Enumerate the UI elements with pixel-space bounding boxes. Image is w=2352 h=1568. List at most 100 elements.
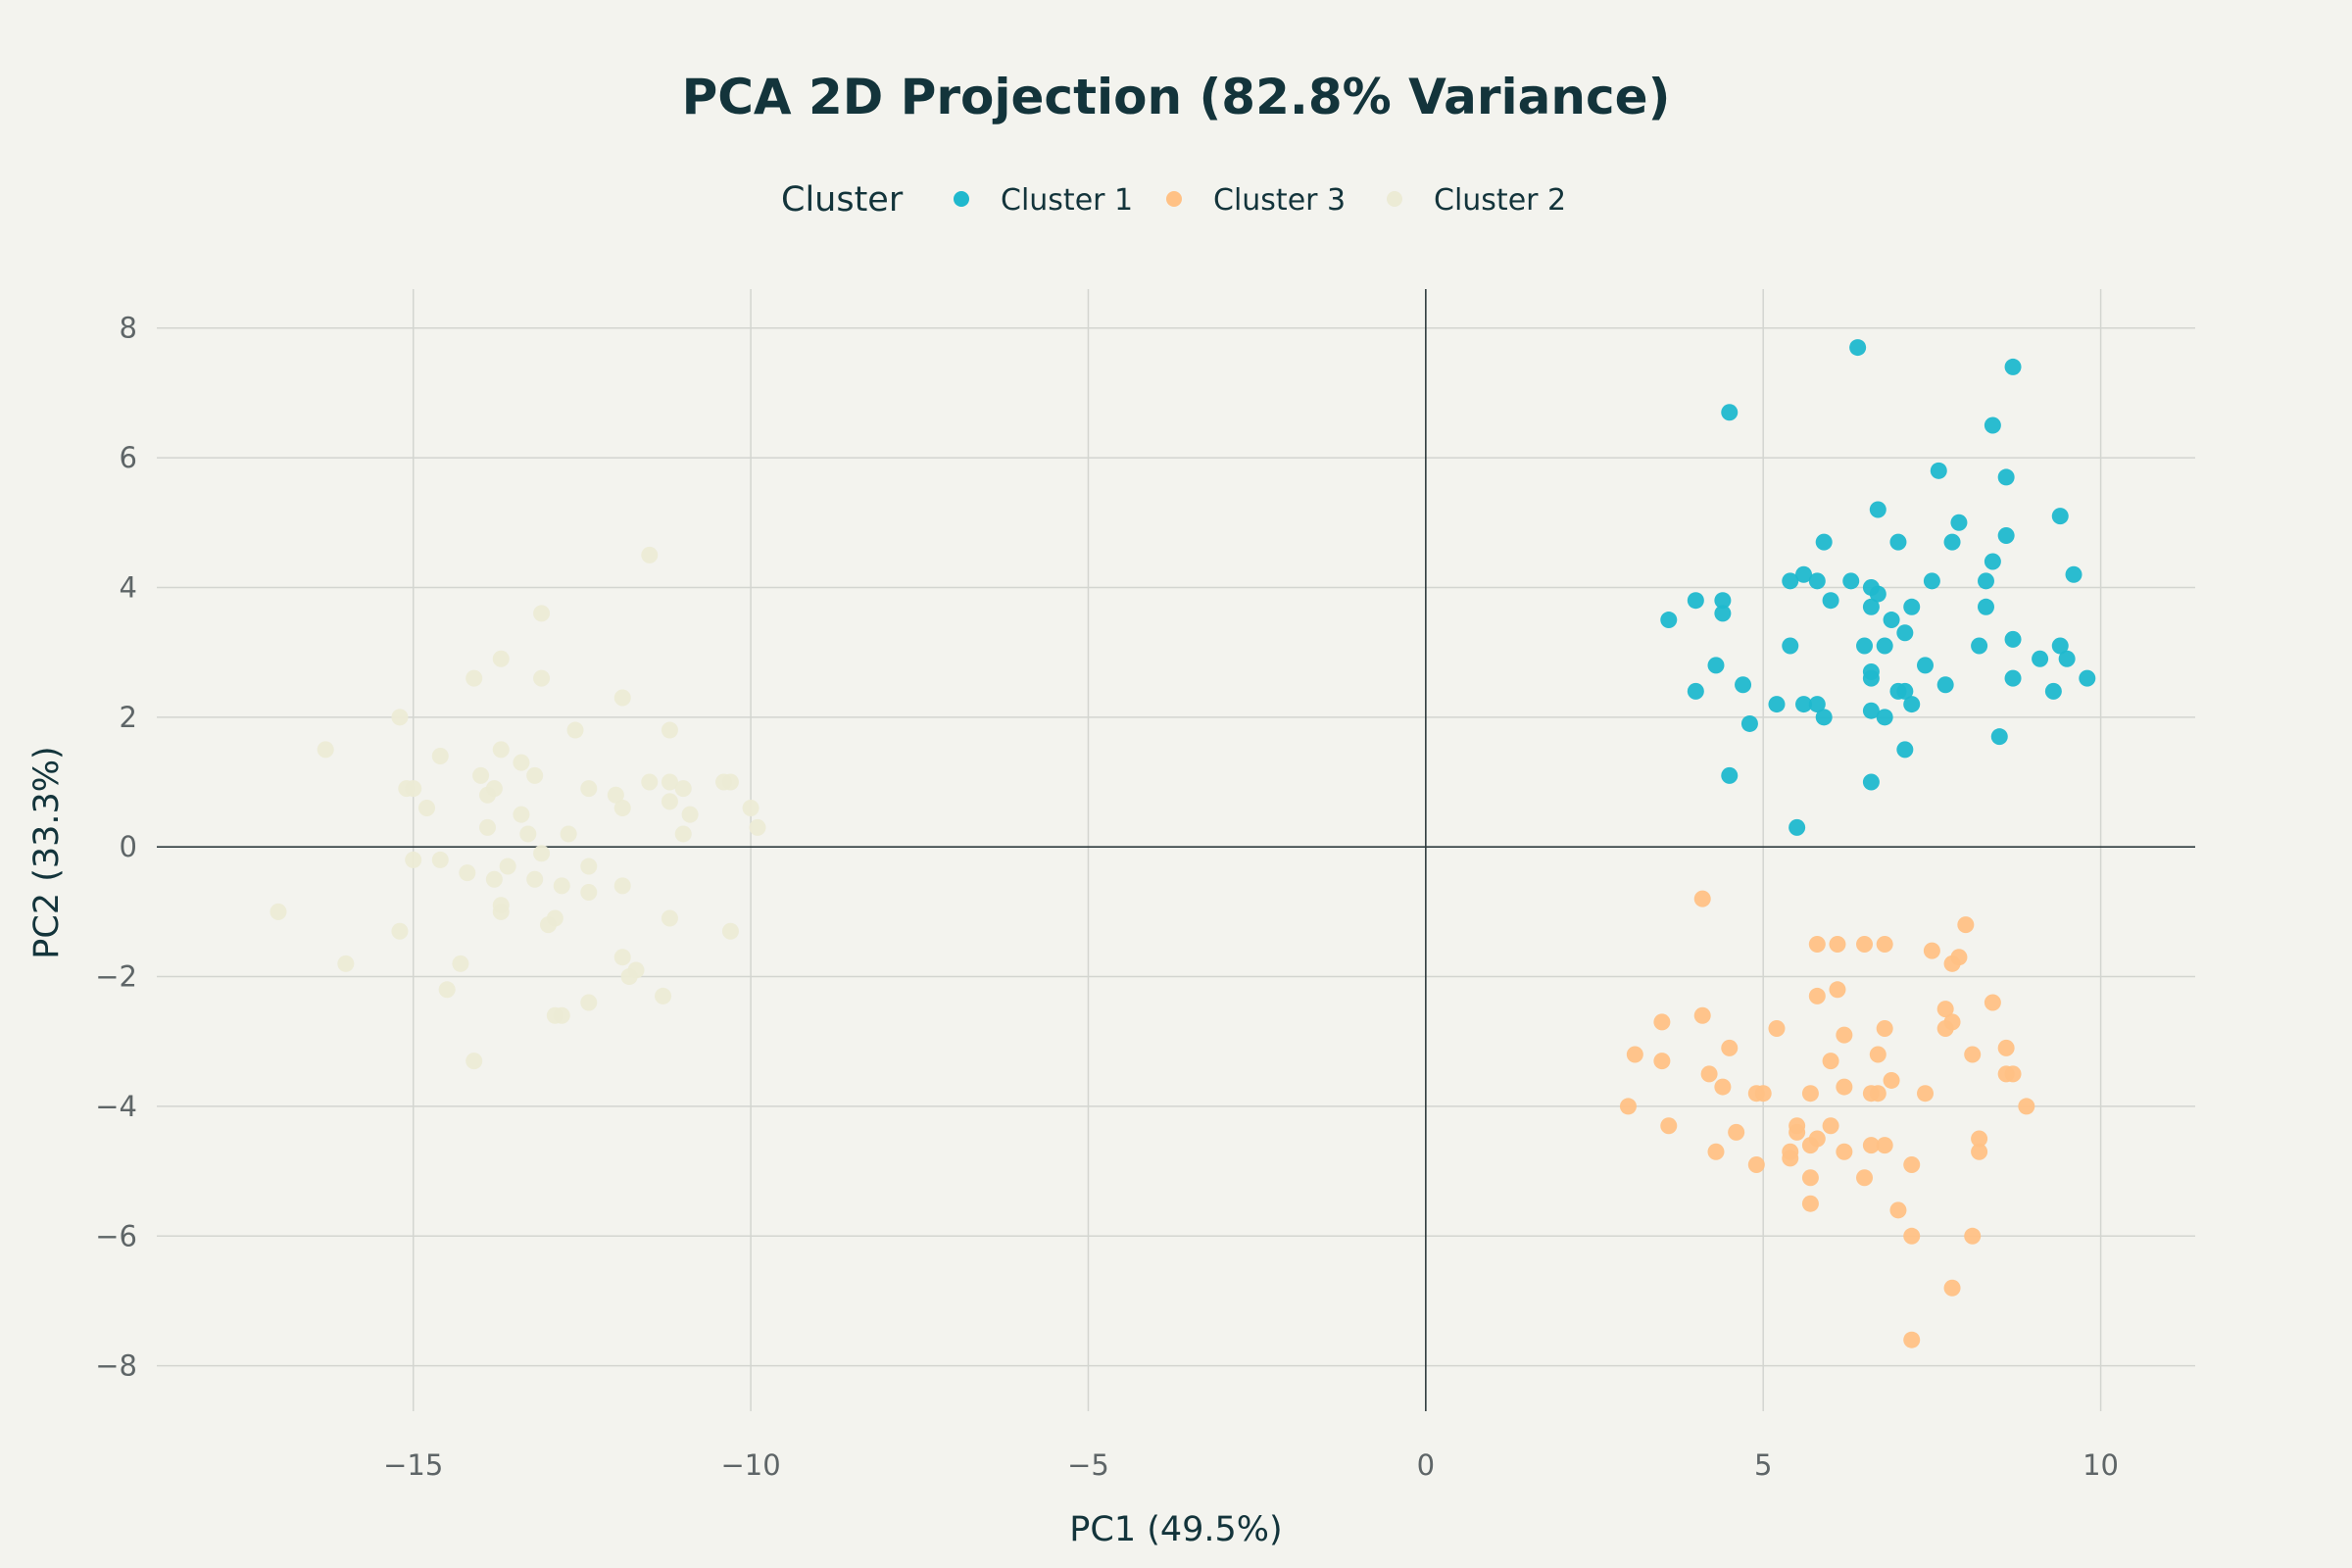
data-point <box>580 994 598 1011</box>
data-point <box>1714 1078 1732 1096</box>
data-point <box>1869 501 1886 518</box>
tick-labels: −15 −10 −5 0 5 10 −8 −6 −4 −2 0 2 4 6 8 <box>95 312 2119 1482</box>
data-point <box>1896 682 1914 700</box>
y-tick-label: −6 <box>95 1219 137 1252</box>
data-point <box>1964 1227 1982 1245</box>
data-point <box>391 922 409 940</box>
data-point <box>405 851 422 868</box>
data-point <box>472 766 490 784</box>
legend-marker <box>954 191 969 207</box>
data-point <box>1768 1020 1786 1038</box>
data-point <box>1782 572 1799 590</box>
legend-marker <box>1387 191 1402 207</box>
data-point <box>613 949 631 966</box>
data-point <box>2079 669 2096 687</box>
data-point <box>1619 1098 1637 1115</box>
x-axis-title: PC1 (49.5%) <box>1069 1510 1282 1549</box>
data-point <box>1943 533 1961 551</box>
data-point <box>539 916 557 934</box>
data-point <box>560 825 577 843</box>
data-point <box>431 748 449 765</box>
data-point <box>1903 696 1921 713</box>
legend-title: Cluster <box>781 180 904 220</box>
y-tick-label: −2 <box>95 960 137 994</box>
data-point <box>1869 585 1886 603</box>
chart-title: PCA 2D Projection (82.8% Variance) <box>682 69 1671 125</box>
data-point <box>613 689 631 707</box>
data-point <box>580 858 598 875</box>
data-point <box>459 864 476 882</box>
y-tick-label: −8 <box>95 1349 137 1383</box>
data-point <box>1917 657 1935 674</box>
data-point <box>681 806 699 823</box>
data-point <box>1808 572 1826 590</box>
data-point <box>391 709 409 726</box>
legend-marker <box>1166 191 1182 207</box>
legend-label: Cluster 1 <box>1001 183 1133 218</box>
x-tick-label: 5 <box>1754 1448 1772 1482</box>
data-point <box>1653 1053 1671 1070</box>
data-point <box>2058 650 2076 667</box>
data-point <box>721 922 739 940</box>
data-point <box>1862 598 1880 615</box>
data-point <box>2044 682 2062 700</box>
legend-label: Cluster 2 <box>1434 183 1566 218</box>
data-point <box>580 780 598 798</box>
data-point <box>1903 1331 1921 1348</box>
data-point <box>1707 1143 1725 1160</box>
data-point <box>499 858 516 875</box>
data-point <box>485 870 503 888</box>
data-point <box>1735 676 1752 694</box>
x-tick-label: −5 <box>1067 1448 1109 1482</box>
data-point <box>1808 696 1826 713</box>
data-point <box>478 818 496 836</box>
data-point <box>2032 650 2049 667</box>
data-point <box>1782 637 1799 655</box>
x-tick-label: −10 <box>720 1448 780 1482</box>
data-point <box>526 870 544 888</box>
data-point <box>1862 1137 1880 1154</box>
data-point <box>1747 1155 1765 1173</box>
data-point <box>607 786 624 804</box>
data-point <box>533 605 551 622</box>
data-point <box>1801 1169 1819 1187</box>
data-point <box>553 1006 570 1024</box>
data-point <box>2004 358 2022 375</box>
data-point <box>1971 1143 1988 1160</box>
x-tick-label: −15 <box>383 1448 443 1482</box>
data-point <box>1740 714 1758 732</box>
data-points <box>270 339 2096 1348</box>
data-point <box>641 773 659 791</box>
data-point <box>1923 572 1940 590</box>
y-tick-label: 2 <box>120 701 137 734</box>
data-point <box>2004 669 2022 687</box>
data-point <box>1808 987 1826 1004</box>
y-tick-label: 8 <box>120 312 137 345</box>
series-cluster-1 <box>1660 339 2096 836</box>
data-point <box>613 877 631 895</box>
data-point <box>417 799 435 816</box>
data-point <box>1836 1078 1853 1096</box>
data-point <box>1829 935 1846 953</box>
data-point <box>1936 1001 1954 1018</box>
data-point <box>1876 709 1893 726</box>
data-point <box>1936 676 1954 694</box>
data-point <box>1997 1039 2015 1056</box>
data-point <box>1822 1117 1839 1135</box>
data-point <box>466 1053 483 1070</box>
data-point <box>1849 339 1867 357</box>
data-point <box>1626 1046 1643 1063</box>
data-point <box>526 766 544 784</box>
data-point <box>405 780 422 798</box>
data-point <box>466 669 483 687</box>
data-point <box>613 799 631 816</box>
data-point <box>742 799 760 816</box>
data-point <box>478 786 496 804</box>
x-tick-label: 0 <box>1417 1448 1435 1482</box>
data-point <box>519 825 537 843</box>
data-point <box>1997 527 2015 545</box>
data-point <box>1856 935 1874 953</box>
data-point <box>1977 572 1994 590</box>
data-point <box>1707 657 1725 674</box>
